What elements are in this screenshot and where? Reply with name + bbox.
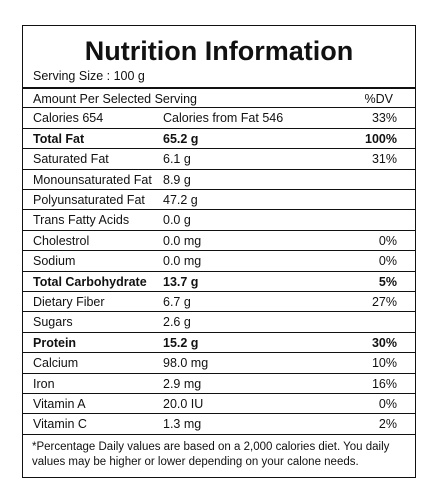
header-dv: %DV <box>364 92 393 106</box>
nutrient-amount: 15.2 g <box>163 335 199 350</box>
nutrient-name: Sugars <box>33 315 73 330</box>
nutrient-dv: 5% <box>378 274 397 289</box>
nutrient-dv: 0% <box>378 233 397 248</box>
nutrient-row: Calcium 98.0 mg 10% <box>23 352 415 372</box>
nutrient-row: Calories 654 Calories from Fat 546 33% <box>23 107 415 127</box>
nutrient-name: Cholestrol <box>33 233 90 248</box>
nutrient-name: Protein <box>33 335 77 350</box>
nutrient-dv: 31% <box>371 152 397 167</box>
nutrient-amount: 47.2 g <box>163 193 198 207</box>
nutrient-row: Monounsaturated Fat 8.9 g <box>23 168 415 189</box>
nutrient-amount: 6.7 g <box>163 295 191 309</box>
nutrient-name: Dietary Fiber <box>33 295 105 309</box>
nutrient-row: Sodium 0.0 mg 0% <box>23 250 415 270</box>
nutrient-amount: 65.2 g <box>163 131 199 146</box>
nutrient-name: Saturated Fat <box>33 152 109 167</box>
nutrient-name: Sodium <box>33 254 76 269</box>
nutrient-row: Protein 15.2 g 30% <box>23 331 415 352</box>
nutrient-row: Trans Fatty Acids 0.0 g <box>23 209 415 229</box>
nutrient-dv: 16% <box>371 376 397 391</box>
nutrient-amount: 0.0 mg <box>163 233 202 248</box>
header-label: Amount Per Selected Serving <box>33 92 197 106</box>
nutrient-name: Polyunsaturated Fat <box>33 193 145 207</box>
nutrient-amount: 1.3 mg <box>163 417 202 432</box>
serving-size: Serving Size : 100 g <box>33 69 145 83</box>
nutrient-amount: 0.0 mg <box>163 254 202 269</box>
nutrient-amount: 20.0 IU <box>163 397 204 411</box>
nutrient-row: Vitamin C 1.3 mg 2% <box>23 413 415 433</box>
nutrient-row: Sugars 2.6 g <box>23 311 415 331</box>
nutrient-name: Trans Fatty Acids <box>33 213 130 228</box>
nutrient-name: Vitamin C <box>33 417 87 432</box>
nutrient-row: Vitamin A 20.0 IU 0% <box>23 393 415 413</box>
nutrient-amount: 98.0 mg <box>163 356 209 371</box>
nutrient-row: Polyunsaturated Fat 47.2 g <box>23 189 415 209</box>
nutrient-row: Total Carbohydrate 13.7 g 5% <box>23 270 415 291</box>
nutrient-dv: 100% <box>365 131 397 146</box>
nutrient-dv: 0% <box>378 397 397 411</box>
nutrient-dv: 2% <box>378 417 397 432</box>
nutrient-amount: 13.7 g <box>163 274 199 289</box>
nutrient-dv: 30% <box>371 335 397 350</box>
footnote: *Percentage Daily values are based on a … <box>23 433 415 470</box>
nutrient-row: Total Fat 65.2 g 100% <box>23 127 415 148</box>
nutrient-amount: 8.9 g <box>163 172 191 187</box>
nutrient-dv: 10% <box>371 356 397 371</box>
nutrient-amount: 6.1 g <box>163 152 191 167</box>
nutrient-name: Calories 654 <box>33 111 104 126</box>
nutrient-dv: 0% <box>378 254 397 269</box>
table-header: Amount Per Selected Serving %DV <box>23 87 415 107</box>
nutrient-dv: 27% <box>371 295 397 309</box>
nutrient-name: Total Carbohydrate <box>33 274 147 289</box>
nutrient-row: Saturated Fat 6.1 g 31% <box>23 148 415 168</box>
nutrient-row: Iron 2.9 mg 16% <box>23 372 415 393</box>
nutrient-name: Iron <box>33 376 55 391</box>
nutrient-name: Monounsaturated Fat <box>33 172 152 187</box>
nutrient-row: Dietary Fiber 6.7 g 27% <box>23 291 415 311</box>
nutrient-name: Vitamin A <box>33 397 86 411</box>
nutrient-amount: Calories from Fat 546 <box>163 111 284 126</box>
nutrition-label: Nutrition Information Serving Size : 100… <box>22 25 416 478</box>
nutrient-row: Cholestrol 0.0 mg 0% <box>23 229 415 250</box>
nutrient-dv: 33% <box>371 111 397 126</box>
nutrient-amount: 2.9 mg <box>163 376 202 391</box>
nutrient-amount: 2.6 g <box>163 315 191 330</box>
title: Nutrition Information <box>84 36 354 66</box>
nutrient-name: Calcium <box>33 356 79 371</box>
nutrient-amount: 0.0 g <box>163 213 191 228</box>
nutrient-name: Total Fat <box>33 131 85 146</box>
